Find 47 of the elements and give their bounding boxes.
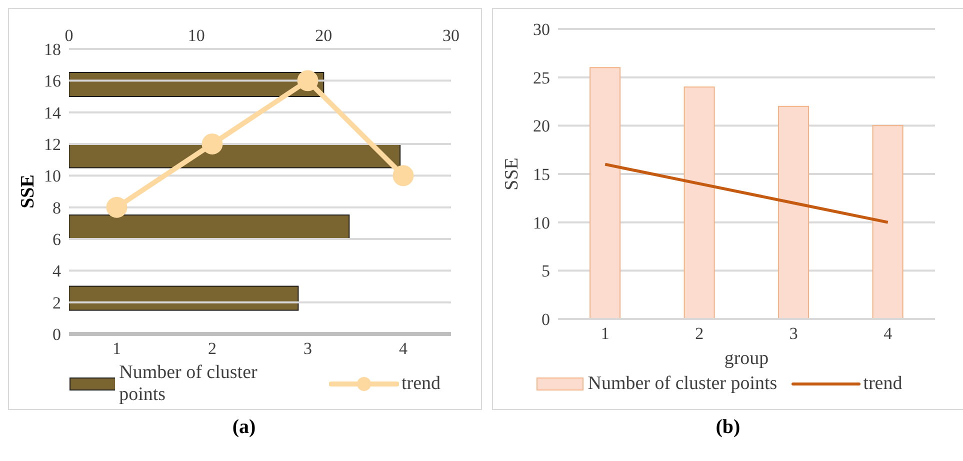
x-tick-label: 1 [600,324,610,344]
point [106,196,128,218]
y-tick-label: 14 [44,103,62,122]
y-tick-label: 25 [533,68,550,88]
point [202,134,223,154]
y-axis-title: SSE [502,158,523,190]
y-tick-label: 15 [533,165,550,184]
x-tick-label: 1 [112,339,121,358]
y-tick-label: 20 [533,116,550,136]
text: (a) [231,416,257,439]
x-axis-title: group [724,348,769,369]
y-tick-label: 10 [533,213,550,232]
point [297,70,318,92]
point [392,165,414,186]
bar [69,286,299,311]
x-tick-label: 4 [399,339,408,358]
x-tick-label: 0 [64,26,74,45]
y-tick-label: 16 [44,72,61,91]
y-tick-label: 18 [44,40,61,60]
bar [778,106,810,319]
y-tick-label: 0 [542,310,550,330]
line-series [604,162,890,224]
x-tick-label: 20 [315,26,332,45]
bar [590,67,621,319]
y-tick-label: 5 [542,262,550,281]
x-tick-label: 10 [188,26,205,45]
bar [872,125,904,319]
legend-label: Number of cluster points [118,362,258,406]
legend-label: trend [862,373,902,395]
y-axis-title: SSE [18,174,39,208]
x-tick-label: 2 [208,339,216,358]
x-tick-label: 2 [695,324,704,344]
bar [684,86,715,319]
bar [69,214,350,240]
x-tick-label: 3 [304,339,312,358]
y-tick-label: 4 [52,262,62,281]
x-tick-label: 3 [789,324,798,344]
y-tick-label: 10 [44,166,61,186]
legend-label: trend [400,373,441,395]
x-tick-label: 30 [442,26,460,45]
y-tick-label: 8 [52,198,61,218]
y-tick-label: 12 [44,135,61,154]
text: (b) [714,416,742,439]
x-tick-label: 4 [884,324,893,344]
y-tick-label: 6 [52,230,61,250]
y-tick-label: 2 [52,293,61,312]
legend-label: Number of cluster points [586,373,778,395]
